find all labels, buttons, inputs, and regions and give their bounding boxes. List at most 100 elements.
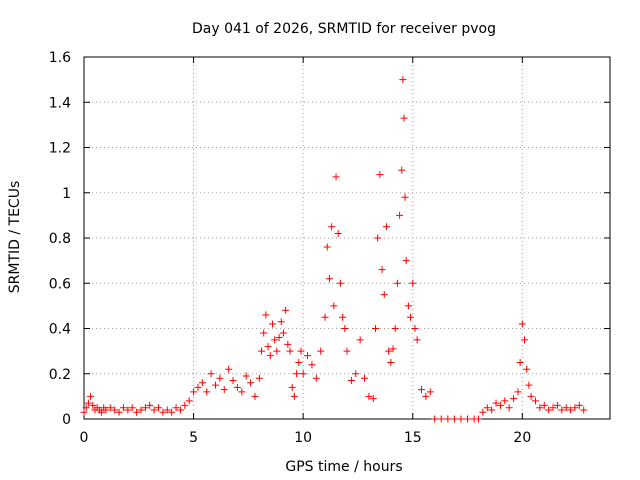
data-point — [402, 257, 410, 265]
data-point — [521, 336, 529, 344]
data-point — [391, 325, 399, 332]
data-point — [330, 302, 338, 310]
data-point — [317, 347, 325, 355]
data-point — [510, 395, 518, 403]
data-point — [401, 193, 409, 201]
data-point — [514, 388, 522, 396]
data-point — [89, 401, 97, 409]
data-point — [238, 388, 246, 396]
data-point — [464, 415, 472, 423]
data-point — [387, 358, 395, 366]
data-point — [531, 397, 539, 405]
data-point — [496, 401, 504, 409]
data-point — [347, 377, 355, 385]
data-point — [422, 392, 430, 400]
data-point — [343, 347, 351, 355]
data-point — [562, 404, 570, 412]
data-point — [374, 234, 382, 242]
data-point — [268, 320, 276, 328]
x-tick-label: 5 — [189, 430, 198, 446]
x-tick-label: 10 — [294, 430, 312, 446]
data-point — [483, 404, 491, 412]
data-point — [444, 415, 452, 423]
data-point — [505, 404, 513, 412]
data-point — [339, 313, 347, 321]
data-point — [111, 406, 119, 414]
data-point — [376, 171, 384, 179]
data-point — [426, 388, 434, 396]
data-point — [247, 379, 255, 387]
data-point — [545, 406, 553, 414]
data-point — [475, 415, 482, 423]
data-point — [260, 329, 268, 337]
data-point — [115, 408, 123, 416]
data-point — [168, 408, 176, 416]
y-tick-label: 1.2 — [49, 141, 71, 157]
data-point — [203, 388, 211, 396]
data-point — [396, 211, 404, 219]
data-point — [580, 406, 588, 414]
data-point — [325, 275, 333, 283]
data-point — [133, 408, 141, 416]
data-point — [98, 408, 106, 416]
data-point — [194, 383, 202, 391]
data-point — [297, 347, 305, 355]
data-point — [540, 401, 548, 409]
x-tick-label: 0 — [80, 430, 89, 446]
data-point — [106, 404, 114, 412]
x-axis-label: GPS time / hours — [285, 459, 402, 475]
data-point — [288, 383, 296, 391]
data-point — [299, 370, 307, 378]
y-tick-label: 1 — [62, 186, 71, 202]
data-point — [312, 374, 320, 382]
y-tick-label: 1.6 — [49, 50, 71, 66]
data-point — [190, 388, 198, 396]
data-point — [290, 392, 298, 400]
data-point — [393, 279, 401, 287]
data-point — [220, 386, 228, 394]
x-tick-label: 15 — [404, 430, 422, 446]
data-point — [328, 223, 336, 231]
data-point — [242, 372, 250, 380]
data-point — [229, 377, 237, 385]
chart-title: Day 041 of 2026, SRMTID for receiver pvo… — [192, 21, 496, 37]
data-point — [323, 243, 331, 251]
data-point — [437, 415, 445, 423]
data-point — [258, 347, 266, 355]
data-point — [262, 311, 270, 319]
plot-frame — [83, 56, 611, 420]
data-point — [501, 397, 509, 405]
data-point — [304, 352, 312, 360]
y-tick-label: 1.4 — [49, 95, 71, 111]
data-point — [575, 401, 583, 409]
data-point — [273, 347, 281, 355]
data-point — [216, 374, 224, 382]
data-point — [155, 404, 163, 412]
data-point — [385, 347, 393, 355]
data-point — [146, 401, 154, 409]
data-point — [409, 279, 417, 287]
data-point — [571, 404, 579, 412]
data-point — [207, 370, 215, 378]
y-axis-label: SRMTID / TECUs — [7, 181, 23, 294]
data-point — [284, 340, 292, 348]
data-point — [488, 406, 496, 414]
data-point — [431, 415, 439, 423]
data-point — [277, 318, 285, 326]
data-point — [271, 336, 279, 344]
data-point — [518, 320, 526, 328]
data-point — [293, 370, 301, 378]
data-point — [82, 404, 90, 412]
data-point — [400, 114, 408, 122]
data-point — [295, 358, 303, 366]
data-point — [198, 379, 206, 387]
data-point — [141, 404, 149, 412]
data-point — [279, 329, 287, 337]
data-point — [321, 313, 329, 321]
data-point — [492, 399, 500, 407]
data-point — [87, 392, 95, 400]
data-point — [450, 415, 458, 423]
data-point — [102, 406, 110, 414]
data-point — [84, 399, 92, 407]
